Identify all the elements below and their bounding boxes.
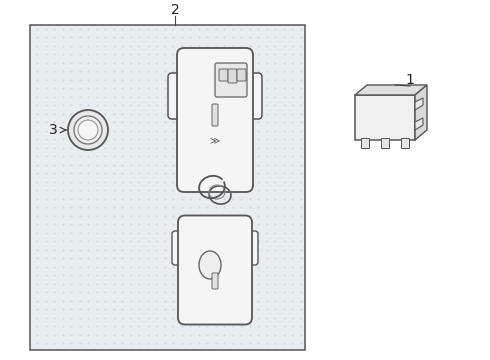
Text: 2: 2 — [171, 3, 179, 17]
FancyBboxPatch shape — [177, 48, 253, 192]
FancyBboxPatch shape — [237, 69, 246, 81]
Polygon shape — [415, 85, 427, 140]
FancyBboxPatch shape — [401, 138, 409, 148]
Polygon shape — [415, 118, 423, 130]
Circle shape — [78, 120, 98, 140]
FancyBboxPatch shape — [215, 63, 247, 97]
FancyBboxPatch shape — [168, 73, 190, 119]
FancyBboxPatch shape — [178, 216, 252, 324]
FancyBboxPatch shape — [240, 73, 262, 119]
FancyBboxPatch shape — [381, 138, 389, 148]
Text: 3: 3 — [49, 123, 58, 137]
FancyBboxPatch shape — [212, 273, 218, 289]
FancyBboxPatch shape — [228, 69, 237, 83]
Polygon shape — [355, 85, 427, 95]
Text: ≫: ≫ — [209, 135, 219, 145]
FancyBboxPatch shape — [219, 69, 228, 81]
FancyBboxPatch shape — [212, 104, 218, 126]
Polygon shape — [355, 95, 415, 140]
Circle shape — [74, 116, 102, 144]
Bar — [30, 25, 305, 350]
Ellipse shape — [199, 251, 221, 279]
Text: 1: 1 — [406, 73, 415, 87]
FancyBboxPatch shape — [361, 138, 369, 148]
Polygon shape — [415, 98, 423, 110]
FancyBboxPatch shape — [240, 231, 258, 265]
Circle shape — [68, 110, 108, 150]
FancyBboxPatch shape — [172, 231, 190, 265]
